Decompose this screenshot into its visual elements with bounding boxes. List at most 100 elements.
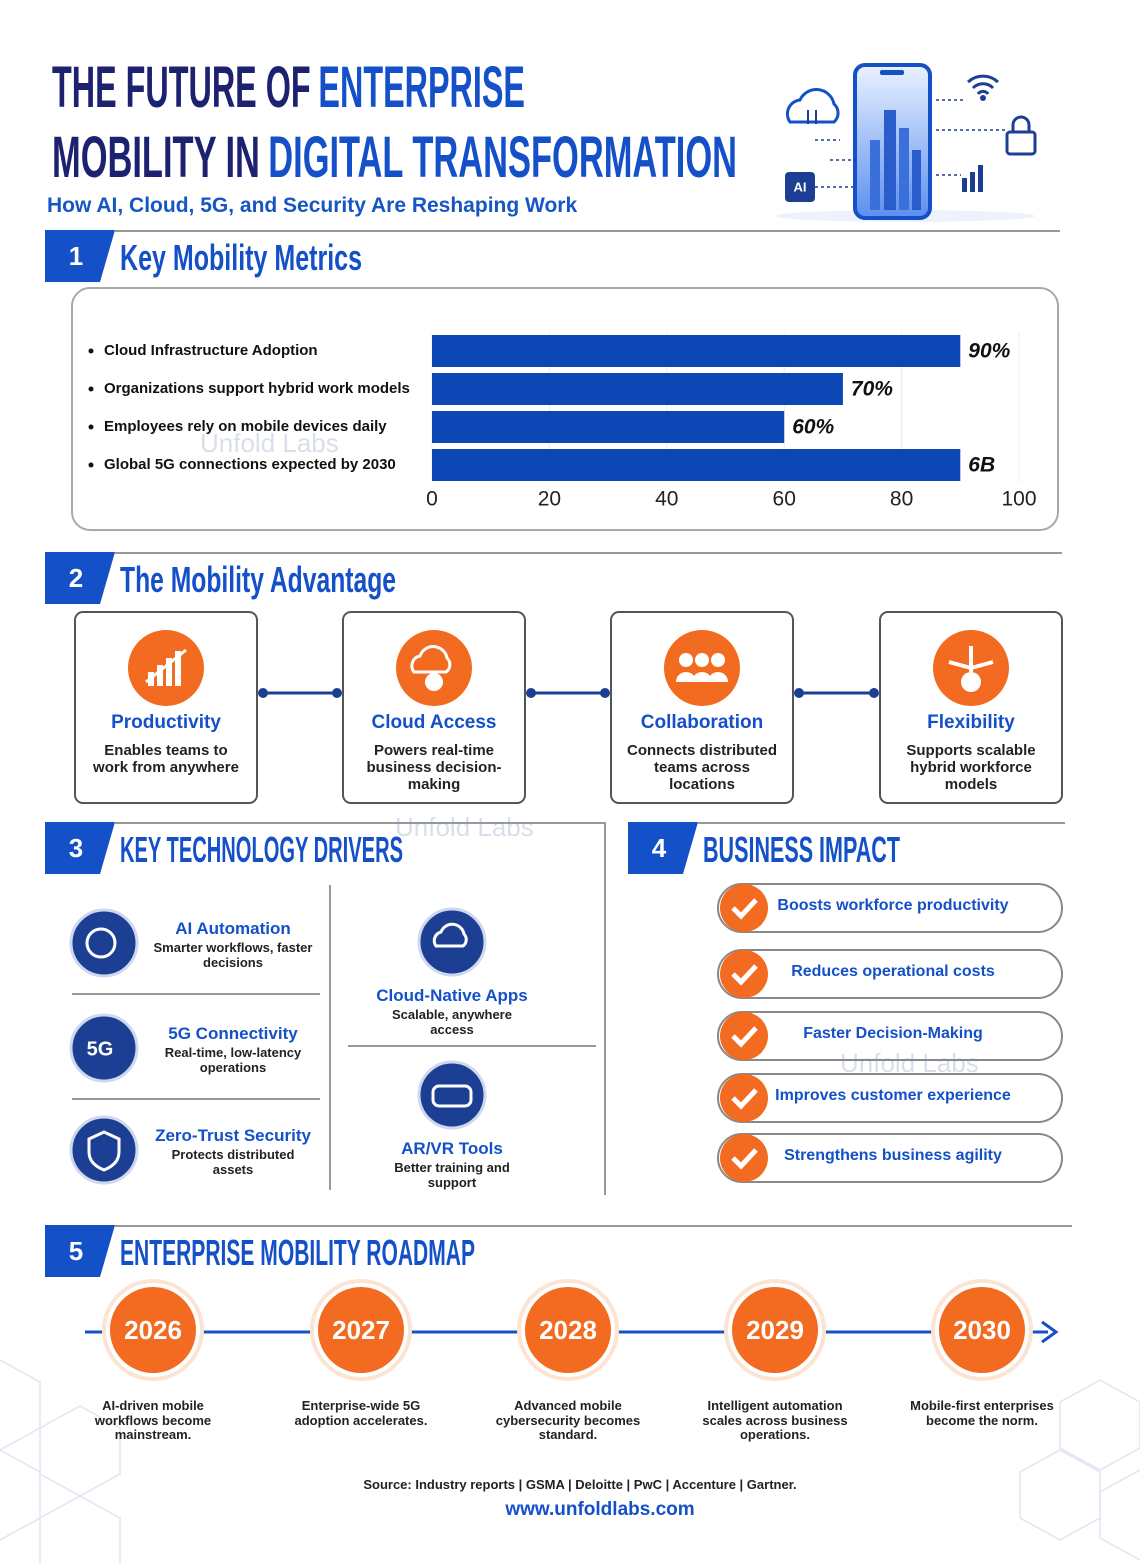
milestone-circle <box>935 1283 1029 1377</box>
section-heading: BUSINESS IMPACT <box>703 829 900 870</box>
check-mark <box>731 1148 758 1170</box>
advantage-card <box>74 611 258 804</box>
advantage-text: Powers real-time business decision-makin… <box>366 742 502 793</box>
category-label: Employees rely on mobile devices daily <box>104 418 387 435</box>
icon-shape <box>711 653 725 667</box>
impact-text: Improves customer experience <box>775 1087 1011 1104</box>
advantage-icon <box>664 630 740 706</box>
advantage-card <box>342 611 526 804</box>
driver-title: AI Automation <box>175 919 291 938</box>
x-tick-label: 20 <box>538 488 561 511</box>
icon-shape <box>948 646 994 672</box>
section-number: 1 <box>68 241 84 271</box>
bullet <box>88 348 94 354</box>
watermark: Unfold Labs <box>840 1048 979 1078</box>
milestone-year: 2030 <box>953 1315 1011 1345</box>
hex-decoration <box>0 1359 1140 1563</box>
milestone-year: 2027 <box>332 1315 390 1345</box>
value-label: 90% <box>968 340 1010 363</box>
advantage-text: Enables teams to work from anywhere <box>93 742 239 776</box>
section-badge <box>45 822 115 874</box>
watermark: Unfold Labs <box>200 428 339 458</box>
impact-text: Boosts workforce productivity <box>777 897 1009 914</box>
check-circle <box>720 950 768 998</box>
section-heading: KEY TECHNOLOGY DRIVERS <box>120 829 403 870</box>
icon-label: 5G <box>87 1038 114 1060</box>
check-mark <box>731 964 758 986</box>
check-mark <box>731 1026 758 1048</box>
advantage-text: Connects distributed teams across locati… <box>626 742 777 793</box>
advantage-title: Productivity <box>111 712 221 733</box>
milestone-year: 2029 <box>746 1315 804 1345</box>
icon-shape <box>157 665 163 686</box>
impact-text: Strengthens business agility <box>784 1147 1002 1164</box>
icon-shape <box>679 653 693 667</box>
icon-shape <box>695 653 709 667</box>
bar <box>432 411 785 443</box>
title-part: MOBILITY IN <box>52 125 260 190</box>
x-tick-label: 60 <box>773 488 796 511</box>
connector-dot <box>332 688 342 698</box>
driver-icon <box>69 908 139 978</box>
timeline-arrow <box>1041 1320 1059 1344</box>
title-part: ENTERPRISE <box>318 55 525 120</box>
section-number: 5 <box>68 1236 84 1266</box>
category-label: Cloud Infrastructure Adoption <box>104 342 318 359</box>
impact-text: Reduces operational costs <box>791 963 995 980</box>
bar <box>432 449 961 481</box>
title-part: DIGITAL TRANSFORMATION <box>268 125 737 190</box>
check-mark <box>731 898 758 920</box>
section-heading: ENTERPRISE MOBILITY ROADMAP <box>120 1232 475 1273</box>
icon-shape <box>87 1130 121 1172</box>
bar <box>432 373 843 405</box>
impact-pill <box>717 949 1063 999</box>
connector-dot <box>526 688 536 698</box>
title-line: MOBILITY IN DIGITAL TRANSFORMATION <box>52 126 737 190</box>
driver-text: Better training and support <box>394 1160 510 1190</box>
bullet <box>88 424 94 430</box>
icon-shape <box>708 672 728 682</box>
impact-pill <box>717 1073 1063 1123</box>
check-circle <box>720 884 768 932</box>
icon-shape <box>692 672 712 682</box>
section-number: 4 <box>651 833 667 863</box>
driver-title: 5G Connectivity <box>168 1024 298 1043</box>
icon-shape <box>410 645 452 674</box>
driver-title: AR/VR Tools <box>401 1139 503 1158</box>
advantage-card <box>879 611 1063 804</box>
section-badge <box>45 1225 115 1277</box>
driver-title: Zero-Trust Security <box>155 1126 311 1145</box>
icon-shape <box>425 673 443 691</box>
milestone-text: Mobile-first enterprises become the norm… <box>910 1398 1054 1428</box>
section-number: 2 <box>68 563 84 593</box>
icon-shape <box>166 658 172 686</box>
connector-dot <box>794 688 804 698</box>
driver-text: Smarter workflows, faster decisions <box>153 940 313 970</box>
impact-pill <box>717 1133 1063 1183</box>
value-label: 70% <box>851 378 893 401</box>
bar <box>432 335 961 367</box>
value-label: 6B <box>968 454 995 477</box>
title-part: THE FUTURE OF <box>52 55 311 120</box>
milestone-text: AI-driven mobile workflows become mainst… <box>94 1398 212 1442</box>
section-badge <box>628 822 698 874</box>
milestone-text: Intelligent automation scales across bus… <box>702 1398 848 1442</box>
section-heading: The Mobility Advantage <box>120 559 396 600</box>
icon-shape <box>175 651 181 686</box>
advantage-title: Collaboration <box>640 712 764 733</box>
value-label: 60% <box>792 416 834 439</box>
milestone-year: 2028 <box>539 1315 597 1345</box>
milestone-circle <box>521 1283 615 1377</box>
bullet <box>88 462 94 468</box>
milestone-year: 2026 <box>124 1315 182 1345</box>
impact-pill <box>717 1011 1063 1061</box>
section-heading: Key Mobility Metrics <box>120 237 362 278</box>
source-note: Source: Industry reports | GSMA | Deloit… <box>363 1477 797 1492</box>
advantage-card <box>610 611 794 804</box>
check-circle <box>720 1012 768 1060</box>
milestone-circle <box>314 1283 408 1377</box>
icon-shape <box>145 648 187 684</box>
icon-label: AI <box>794 179 807 194</box>
